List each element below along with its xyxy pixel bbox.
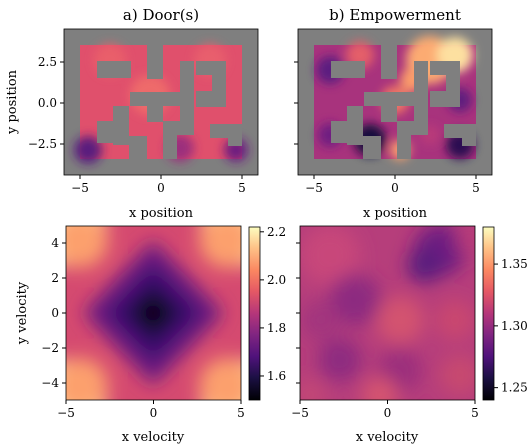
panel-d-colorbar-gradient (483, 227, 494, 400)
panel-d-xticks: −5 0 5 (291, 400, 479, 420)
panel-c: −5 0 5 4 2 0 −2 −4 x velocity y velocity… (15, 225, 286, 445)
panel-d-heatmap (300, 226, 475, 400)
panel-b-xtick-label: 0 (391, 181, 399, 195)
panel-a-ytick-label: 2.5 (38, 55, 57, 69)
panel-a-xticks: −5 0 5 (71, 175, 246, 195)
colorbar-tick-label: 1.6 (267, 369, 286, 383)
panel-c-yticks: 4 2 0 −2 −4 (41, 236, 66, 390)
panel-c-colorbar: 2.2 2.0 1.8 1.6 (248, 225, 286, 401)
panel-a-xtick-label: 0 (157, 181, 165, 195)
panel-c-ytick-label: −2 (41, 341, 59, 355)
panel-b-heatmap (298, 29, 492, 175)
panel-d-xtick-label: −5 (291, 406, 309, 420)
panel-d-colorbar: 1.35 1.30 1.25 (482, 226, 528, 401)
panel-a-title: a) Door(s) (123, 6, 199, 24)
panel-a-ytick-label: −2.5 (28, 137, 57, 151)
panel-a-maze-walls (97, 45, 242, 159)
panel-d-colorbar-ticks: 1.35 1.30 1.25 (494, 257, 528, 395)
panel-d-xtick-label: 5 (471, 406, 479, 420)
panel-b-maze-walls (331, 45, 476, 159)
panel-d-colorbar-frame (482, 226, 495, 401)
panel-c-ytick-label: 4 (51, 236, 59, 250)
panel-b-xlabel: x position (363, 206, 428, 221)
panel-c-colorbar-ticks: 2.2 2.0 1.8 1.6 (260, 225, 286, 383)
colorbar-tick-label: 2.2 (267, 225, 286, 239)
panel-a-yticks: 2.5 0.0 −2.5 (28, 55, 64, 151)
panel-b: b) Empowerment (294, 6, 493, 221)
colorbar-tick-label: 1.8 (267, 321, 286, 335)
panel-c-heatmap (66, 226, 241, 400)
panel-c-xtick-label: −5 (57, 406, 75, 420)
panel-b-xtick-label: 5 (472, 181, 480, 195)
panel-c-ytick-label: −4 (41, 376, 59, 390)
panel-b-yticks (294, 61, 298, 145)
panel-b-xtick-label: −5 (305, 181, 323, 195)
panel-d-yticks (296, 242, 300, 384)
panel-d-xlabel: x velocity (356, 430, 419, 445)
panel-b-title: b) Empowerment (329, 6, 461, 24)
panel-a-ytick-label: 0.0 (38, 96, 57, 110)
panel-c-ylabel: y velocity (15, 281, 30, 345)
colorbar-tick-label: 1.25 (501, 381, 528, 395)
panel-a-heatmap (64, 29, 258, 175)
colorbar-tick-label: 1.30 (501, 319, 528, 333)
panel-c-xtick-label: 0 (150, 406, 158, 420)
panel-a-xlabel: x position (129, 206, 194, 221)
panel-a-xtick-label: 5 (238, 181, 246, 195)
panel-c-xticks: −5 0 5 (57, 400, 245, 420)
panel-c-xtick-label: 5 (237, 406, 245, 420)
panel-c-colorbar-frame (248, 226, 261, 401)
colorbar-tick-label: 1.35 (501, 257, 528, 271)
panel-b-xticks: −5 0 5 (305, 175, 480, 195)
panel-a: a) Door(s) (5, 6, 259, 221)
panel-a-xtick-label: −5 (71, 181, 89, 195)
panel-a-ylabel: y position (5, 69, 20, 135)
panel-c-xlabel: x velocity (122, 430, 185, 445)
colorbar-tick-label: 2.0 (267, 273, 286, 287)
panel-d: −5 0 5 x velocity 1.35 1.30 1.25 (291, 225, 528, 445)
panel-c-colorbar-gradient (249, 227, 260, 400)
panel-d-xtick-label: 0 (384, 406, 392, 420)
panel-c-ytick-label: 0 (51, 306, 59, 320)
panel-c-ytick-label: 2 (51, 271, 59, 285)
